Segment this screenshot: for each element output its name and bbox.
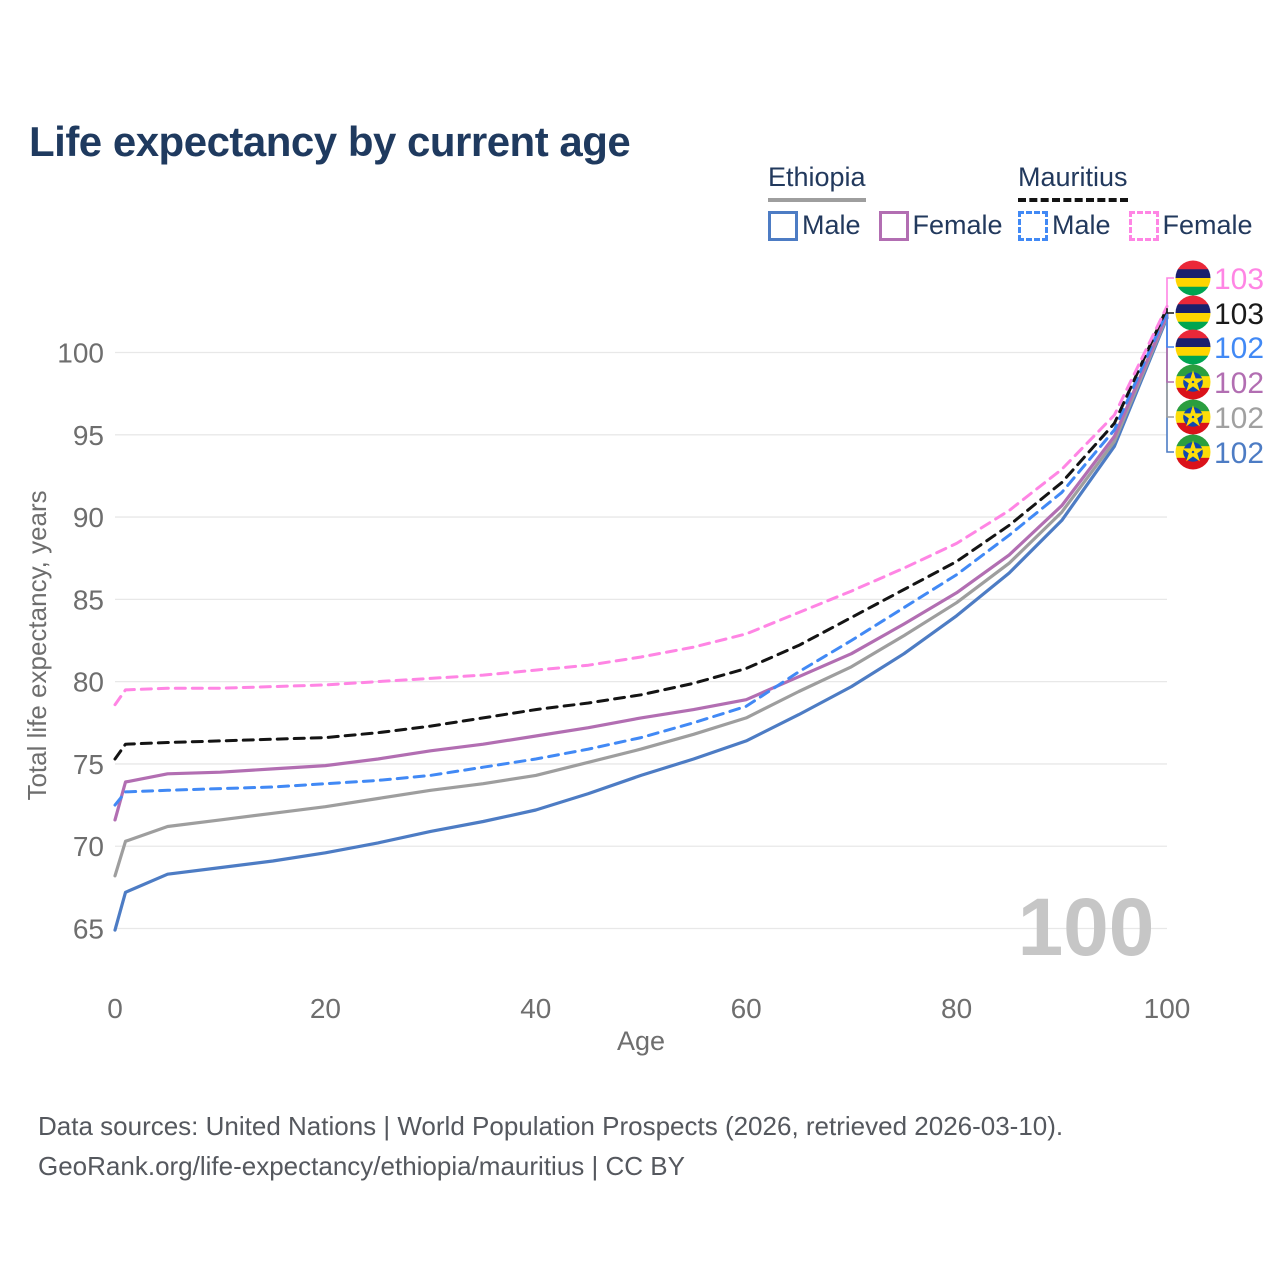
chart-line-mauritius-female bbox=[113, 304, 1169, 707]
x-tick-40: 40 bbox=[520, 993, 551, 1024]
legend-group-mauritius: Mauritius Male Female bbox=[1018, 162, 1271, 241]
life-expectancy-line-chart: 100 65 70 75 80 85 90 95 100 0 20 40 60 80 100 Age Total… bbox=[22, 260, 1264, 1056]
y-tick-75: 75 bbox=[73, 749, 104, 780]
chart-title: Life expectancy by current age bbox=[29, 118, 631, 166]
leader-line-mauritius-female bbox=[1166, 277, 1174, 307]
legend-label-ethiopia-female[interactable]: Female bbox=[912, 210, 1003, 240]
y-tick-65: 65 bbox=[73, 914, 104, 945]
legend-label-mauritius-female[interactable]: Female bbox=[1162, 210, 1253, 240]
ethiopia-flag-icon bbox=[1175, 364, 1211, 400]
end-label-value-5: 102 bbox=[1214, 437, 1264, 470]
x-tick-60: 60 bbox=[731, 993, 762, 1024]
end-label-value-2: 102 bbox=[1214, 332, 1264, 365]
chart-line-mauritius-male bbox=[113, 309, 1169, 807]
mauritius-flag-icon bbox=[1175, 260, 1211, 296]
leader-line-ethiopia-female bbox=[1166, 314, 1174, 383]
y-tick-80: 80 bbox=[73, 667, 104, 698]
ethiopia-flag-icon bbox=[1175, 399, 1211, 435]
legend-group-ethiopia: Ethiopia Male Female bbox=[768, 162, 1021, 241]
y-tick-95: 95 bbox=[73, 420, 104, 451]
legend-swatch-mauritius-male[interactable] bbox=[1018, 210, 1048, 241]
source-url-text[interactable]: GeoRank.org/life-expectancy/ethiopia/mau… bbox=[38, 1151, 685, 1181]
mauritius-flag-icon bbox=[1175, 295, 1211, 331]
legend-swatch-ethiopia-female[interactable] bbox=[878, 210, 909, 241]
x-tick-20: 20 bbox=[310, 993, 341, 1024]
leader-line-mauritius-male bbox=[1166, 311, 1174, 348]
end-label-value-3: 102 bbox=[1214, 367, 1264, 400]
chart-line-ethiopia-female bbox=[113, 313, 1169, 822]
x-tick-80: 80 bbox=[941, 993, 972, 1024]
x-tick-0: 0 bbox=[107, 993, 123, 1024]
x-axis-title: Age bbox=[617, 1026, 665, 1056]
legend-group-title-ethiopia: Ethiopia bbox=[768, 162, 866, 202]
leader-line-ethiopia-both-sexes bbox=[1166, 316, 1174, 418]
legend-swatch-ethiopia-male[interactable] bbox=[768, 210, 798, 241]
y-tick-90: 90 bbox=[73, 502, 104, 533]
mauritius-flag-icon bbox=[1175, 329, 1211, 365]
chart-line-ethiopia-male bbox=[113, 316, 1169, 932]
legend-group-title-mauritius: Mauritius bbox=[1018, 162, 1128, 202]
end-label-value-4: 102 bbox=[1214, 402, 1264, 435]
y-tick-70: 70 bbox=[73, 831, 104, 862]
y-tick-85: 85 bbox=[73, 584, 104, 615]
y-tick-100: 100 bbox=[57, 338, 104, 369]
chart-footer: Data sources: United Nations | World Pop… bbox=[38, 1106, 1063, 1186]
legend-swatch-mauritius-female[interactable] bbox=[1128, 210, 1159, 241]
end-label-value-0: 103 bbox=[1214, 263, 1264, 296]
leader-line-ethiopia-male bbox=[1166, 317, 1174, 453]
age-watermark: 100 bbox=[1018, 882, 1155, 973]
data-sources-text: Data sources: United Nations | World Pop… bbox=[38, 1111, 1064, 1141]
legend-label-mauritius-male[interactable]: Male bbox=[1052, 210, 1111, 240]
chart-line-ethiopia-both-sexes bbox=[113, 314, 1169, 878]
ethiopia-flag-icon bbox=[1175, 434, 1211, 470]
legend-label-ethiopia-male[interactable]: Male bbox=[802, 210, 861, 240]
chart-line-mauritius-both-sexes bbox=[113, 306, 1169, 761]
end-label-value-1: 103 bbox=[1214, 298, 1264, 331]
leader-line-mauritius-both-sexes bbox=[1166, 308, 1174, 314]
x-tick-100: 100 bbox=[1144, 993, 1191, 1024]
legend: Ethiopia Male Female Mauritius Male Fema… bbox=[0, 162, 1280, 252]
y-axis-title: Total life expectancy, years bbox=[22, 490, 52, 800]
